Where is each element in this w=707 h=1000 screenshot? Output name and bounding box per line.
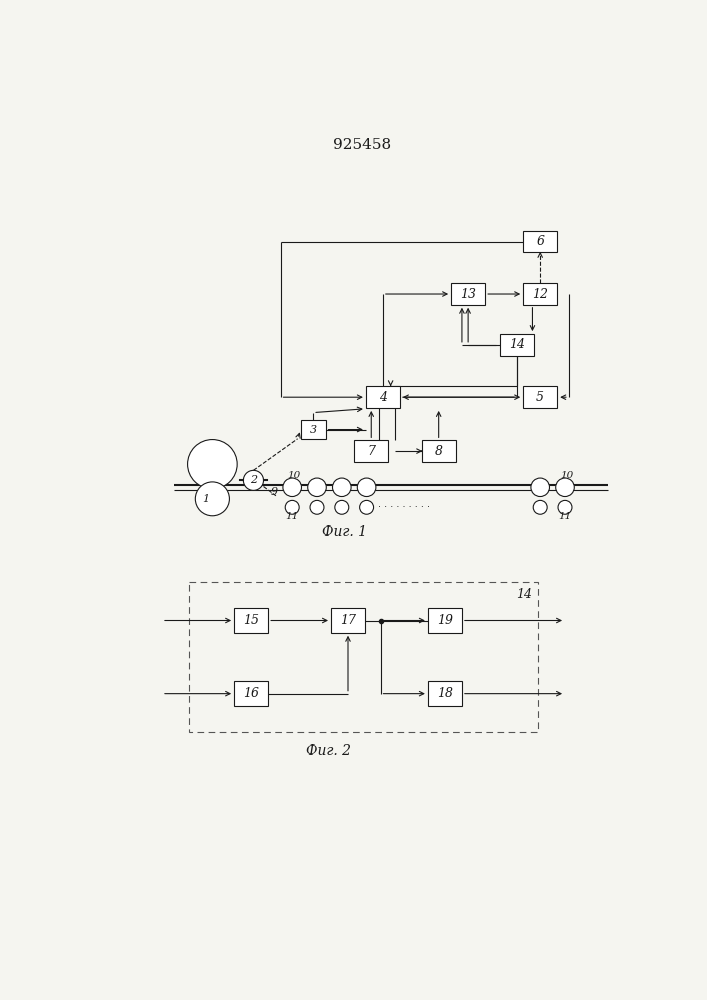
Circle shape [243,470,264,490]
Text: Фиг. 2: Фиг. 2 [306,744,351,758]
Bar [523,283,557,305]
Text: 10: 10 [287,471,300,480]
Text: 14: 14 [516,588,532,601]
Circle shape [357,478,376,497]
Text: 18: 18 [437,687,453,700]
Circle shape [308,478,327,497]
Text: 8: 8 [435,445,443,458]
Text: 12: 12 [532,288,548,301]
Bar [500,334,534,356]
Text: 9: 9 [271,487,278,497]
Circle shape [310,500,324,514]
Text: 4: 4 [379,391,387,404]
Bar [354,440,388,462]
Circle shape [283,478,301,497]
Circle shape [195,482,230,516]
Bar [331,608,365,633]
Text: 11: 11 [559,512,572,521]
Text: 2: 2 [250,475,257,485]
Bar [366,386,400,408]
Bar [523,386,557,408]
Text: 1: 1 [203,494,210,504]
Text: 7: 7 [367,445,375,458]
Bar [300,420,325,439]
Bar [234,608,268,633]
Bar [189,582,538,732]
Bar [428,608,462,633]
Circle shape [335,500,349,514]
Text: · · · · · · · · ·: · · · · · · · · · [378,502,430,512]
Circle shape [360,500,373,514]
Circle shape [187,440,237,489]
Text: 925458: 925458 [333,138,391,152]
Text: 17: 17 [340,614,356,627]
Text: 13: 13 [460,288,476,301]
Bar [451,283,485,305]
Text: 14: 14 [509,338,525,351]
Circle shape [531,478,549,497]
Circle shape [558,500,572,514]
Text: 5: 5 [536,391,544,404]
Bar [234,681,268,706]
Text: 6: 6 [536,235,544,248]
Text: 3: 3 [310,425,317,435]
Text: 10: 10 [560,471,573,480]
Bar [523,231,557,252]
Text: 16: 16 [243,687,259,700]
Circle shape [556,478,574,497]
Bar [428,681,462,706]
Circle shape [533,500,547,514]
Circle shape [332,478,351,497]
Text: 11: 11 [286,512,299,521]
Circle shape [285,500,299,514]
Text: 19: 19 [437,614,453,627]
Text: 15: 15 [243,614,259,627]
Bar [421,440,456,462]
Text: Фиг. 1: Фиг. 1 [322,525,367,539]
